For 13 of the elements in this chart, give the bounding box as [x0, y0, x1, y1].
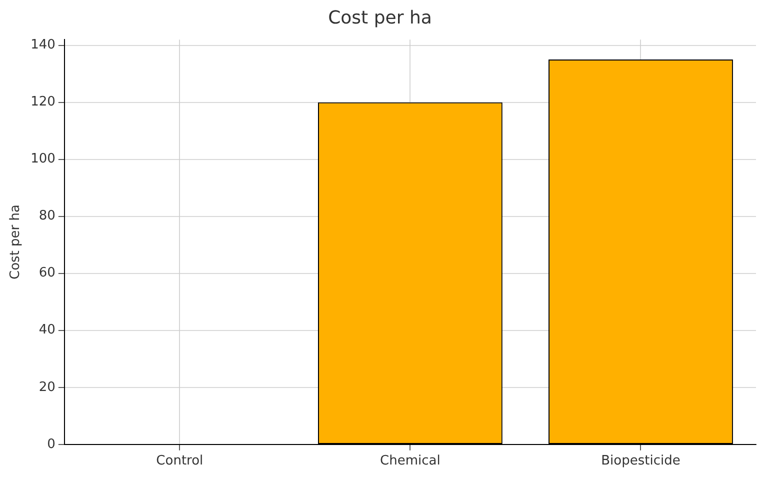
y-tick-label: 140 [30, 38, 56, 53]
y-tick-label: 100 [30, 152, 56, 167]
y-tick-label: 120 [30, 94, 56, 110]
y-tick-label: 80 [38, 208, 56, 224]
y-tick-label: 0 [47, 436, 56, 452]
chart-title: Cost per ha [328, 7, 432, 28]
y-tick-label: 60 [38, 266, 56, 281]
x-tick-label: Chemical [380, 454, 440, 469]
x-tick-label: Control [156, 454, 204, 469]
x-tick-label: Biopesticide [601, 454, 680, 469]
y-axis-title: Cost per ha [8, 204, 24, 280]
y-tick-label: 20 [38, 380, 56, 395]
y-tick-label: 40 [38, 322, 56, 338]
